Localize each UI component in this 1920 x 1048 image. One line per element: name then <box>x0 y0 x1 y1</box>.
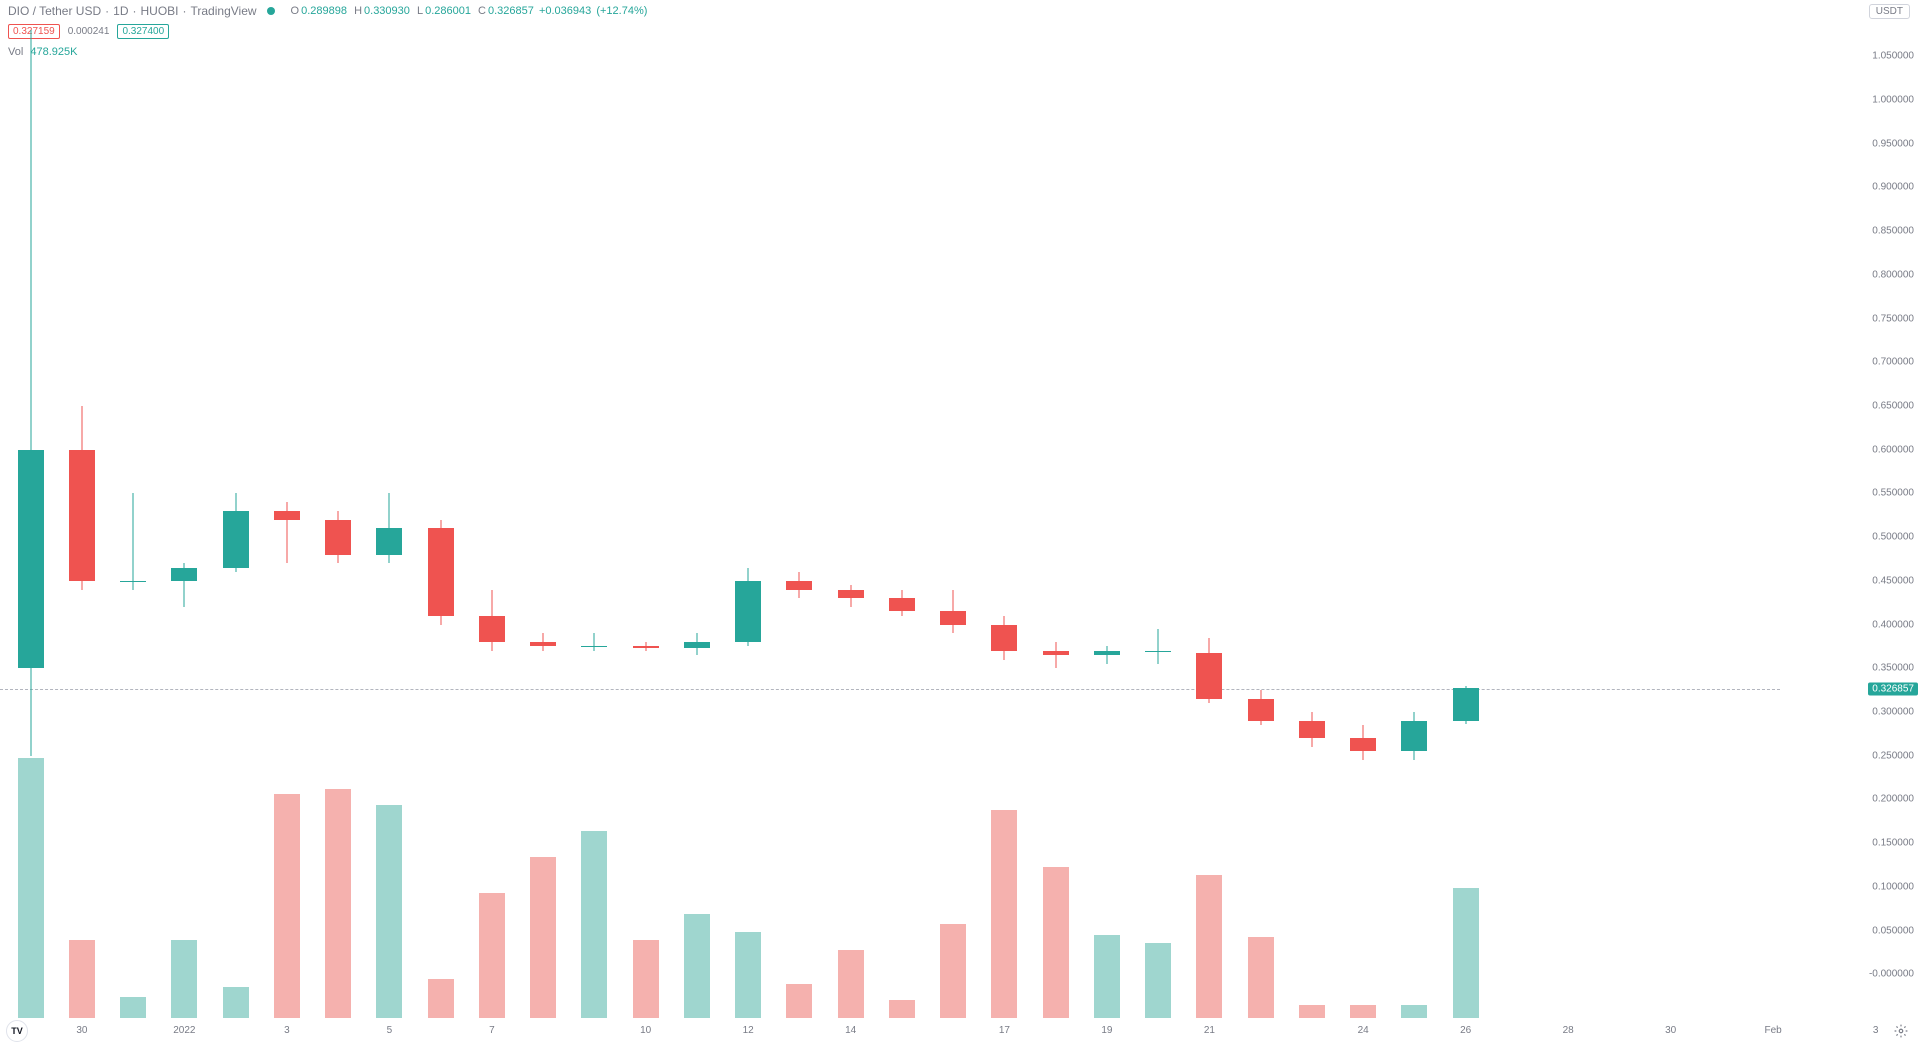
y-tick: 0.750000 <box>1872 313 1914 324</box>
x-tick: 2022 <box>173 1025 195 1036</box>
y-tick: 0.950000 <box>1872 138 1914 149</box>
candle <box>1094 646 1120 663</box>
candlesticks <box>0 0 1850 1018</box>
candle <box>223 493 249 572</box>
x-tick: 3 <box>1873 1025 1879 1036</box>
y-tick: 0.700000 <box>1872 357 1914 368</box>
y-tick: 0.350000 <box>1872 663 1914 674</box>
candle <box>120 493 146 589</box>
candle <box>1248 690 1274 725</box>
y-tick: 1.050000 <box>1872 51 1914 62</box>
candle <box>1043 642 1069 668</box>
x-tick: 17 <box>999 1025 1010 1036</box>
y-tick: 0.100000 <box>1872 881 1914 892</box>
candle <box>735 568 761 647</box>
candle <box>274 502 300 563</box>
y-tick: -0.000000 <box>1869 969 1914 980</box>
candle <box>69 406 95 590</box>
candle <box>889 590 915 616</box>
x-tick: 21 <box>1204 1025 1215 1036</box>
candle <box>325 511 351 563</box>
x-tick: 19 <box>1101 1025 1112 1036</box>
y-tick: 0.250000 <box>1872 750 1914 761</box>
candle <box>479 590 505 651</box>
candle <box>376 493 402 563</box>
y-tick: 0.600000 <box>1872 444 1914 455</box>
x-tick: 28 <box>1563 1025 1574 1036</box>
candle <box>18 30 44 756</box>
current-price-marker: 0.326857 <box>1868 682 1918 695</box>
y-tick: 0.150000 <box>1872 838 1914 849</box>
x-tick: 10 <box>640 1025 651 1036</box>
candle <box>684 633 710 655</box>
candle <box>1453 686 1479 724</box>
y-tick: 1.000000 <box>1872 94 1914 105</box>
y-tick: 0.550000 <box>1872 488 1914 499</box>
settings-icon[interactable] <box>1894 1024 1908 1038</box>
x-tick: 26 <box>1460 1025 1471 1036</box>
candle <box>991 616 1017 660</box>
y-tick: 0.300000 <box>1872 706 1914 717</box>
candle <box>171 563 197 607</box>
chart-area[interactable] <box>0 0 1850 1018</box>
candle <box>1196 638 1222 704</box>
y-tick: 0.500000 <box>1872 532 1914 543</box>
y-tick: 0.200000 <box>1872 794 1914 805</box>
x-tick: 7 <box>489 1025 495 1036</box>
y-tick: 0.800000 <box>1872 269 1914 280</box>
candle <box>786 572 812 598</box>
x-tick: 30 <box>1665 1025 1676 1036</box>
x-tick: Feb <box>1765 1025 1782 1036</box>
y-tick: 0.850000 <box>1872 226 1914 237</box>
x-axis[interactable]: 30202235710121417192124262830Feb3 <box>0 1018 1850 1048</box>
candle <box>1299 712 1325 747</box>
x-tick: 5 <box>387 1025 393 1036</box>
x-tick: 30 <box>76 1025 87 1036</box>
tradingview-logo-icon[interactable]: TV <box>6 1020 28 1042</box>
y-tick: 0.650000 <box>1872 400 1914 411</box>
candle <box>940 590 966 634</box>
x-tick: 24 <box>1358 1025 1369 1036</box>
candle <box>838 585 864 607</box>
candle <box>1145 629 1171 664</box>
candle <box>581 633 607 650</box>
candle <box>1350 725 1376 760</box>
y-axis[interactable]: 1.050000 1.000000 0.950000 0.900000 0.850000… <box>1850 0 1920 1018</box>
y-tick: 0.400000 <box>1872 619 1914 630</box>
x-tick: 12 <box>743 1025 754 1036</box>
x-tick: 3 <box>284 1025 290 1036</box>
y-tick: 0.450000 <box>1872 575 1914 586</box>
candle <box>633 642 659 651</box>
x-tick: 14 <box>845 1025 856 1036</box>
candle <box>428 520 454 625</box>
candle <box>1401 712 1427 760</box>
y-tick: 0.050000 <box>1872 925 1914 936</box>
y-tick: 0.900000 <box>1872 182 1914 193</box>
candle <box>530 633 556 650</box>
